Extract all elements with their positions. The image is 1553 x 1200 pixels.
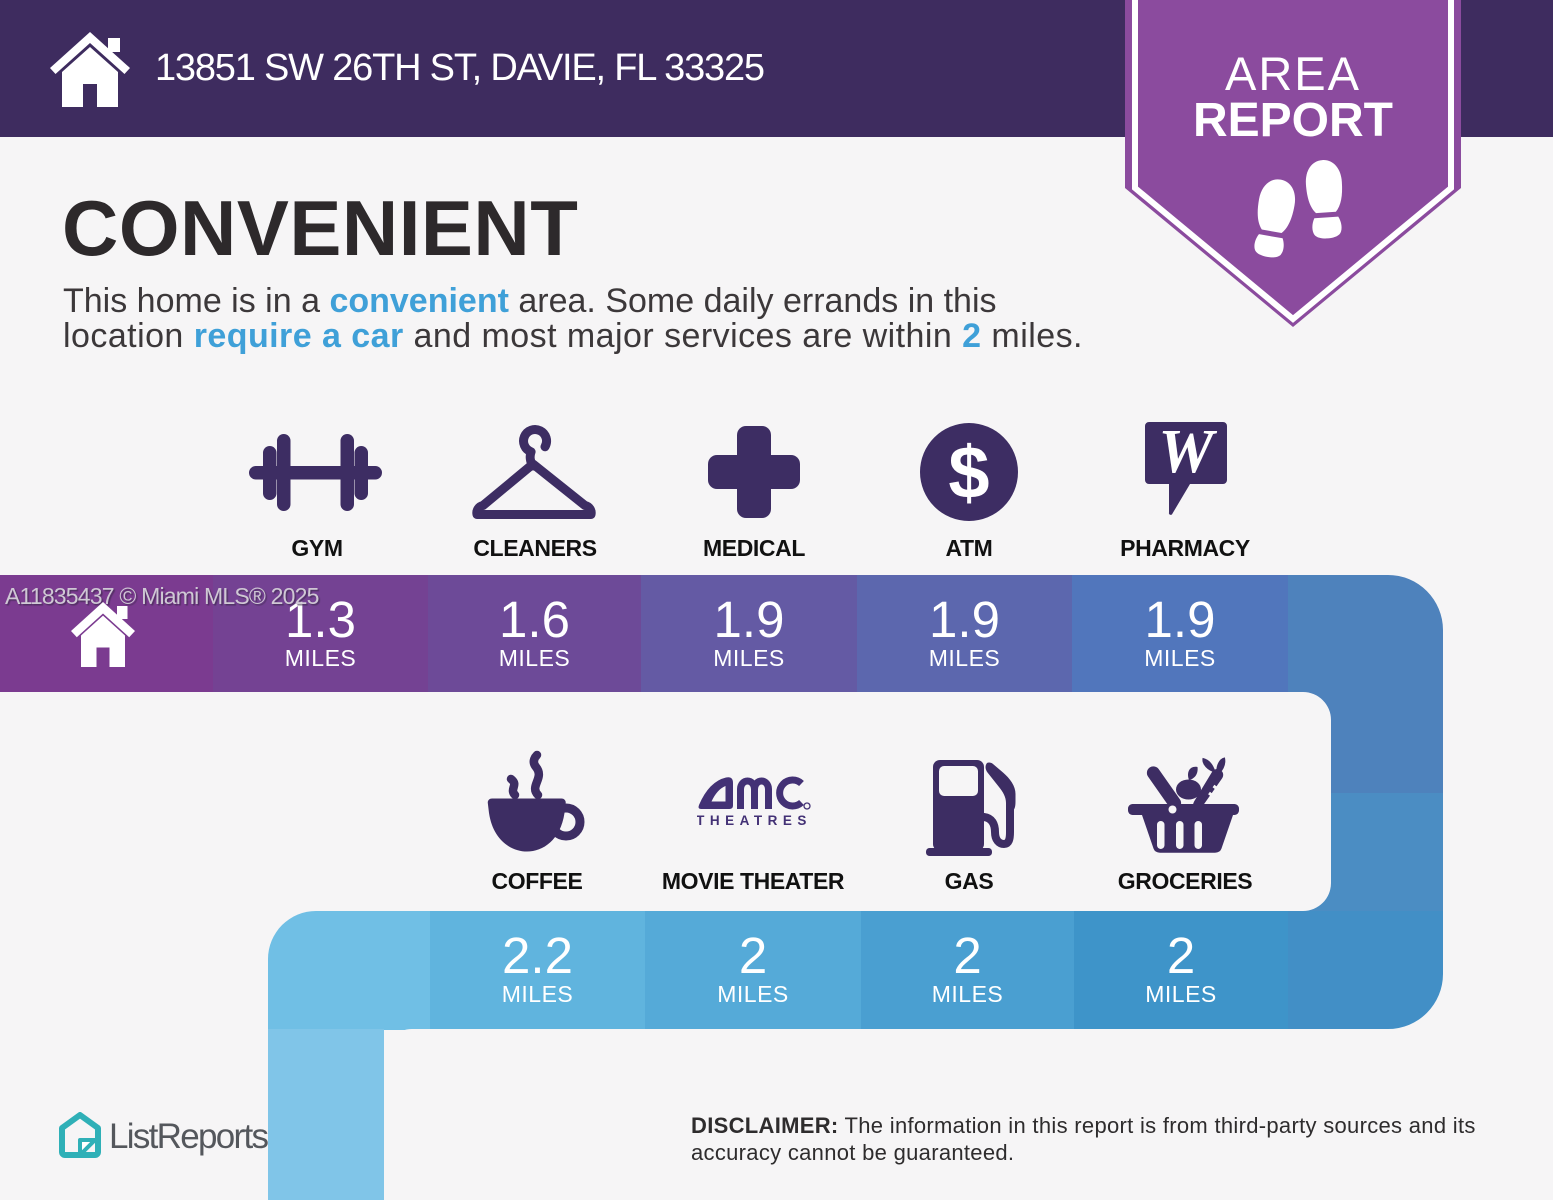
svg-text:W: W: [1158, 422, 1217, 486]
svg-text:REPORT: REPORT: [1193, 94, 1393, 147]
svg-text:AREA: AREA: [1225, 47, 1361, 100]
svg-text:$: $: [948, 431, 989, 514]
svg-text:THEATRES: THEATRES: [697, 813, 812, 826]
